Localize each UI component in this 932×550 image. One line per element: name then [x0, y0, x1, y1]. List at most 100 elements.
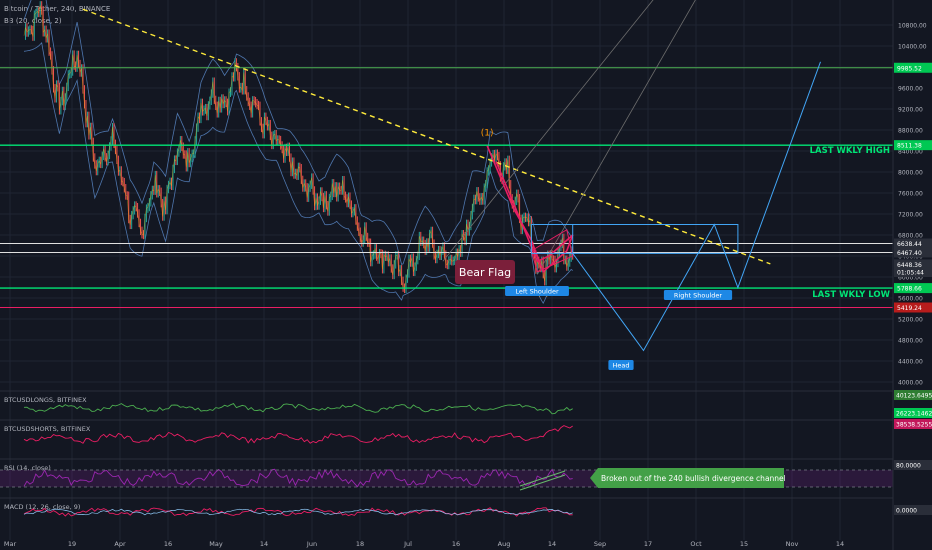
price-tick-label: 7200.00	[898, 212, 923, 219]
time-tick-label: 19	[68, 540, 76, 548]
price-tick-label: 6000.00	[898, 275, 923, 282]
time-tick-label: 15	[740, 540, 748, 548]
price-tick-label: 8400.00	[898, 149, 923, 156]
panel-badge	[894, 419, 932, 429]
shorts-line	[23, 425, 573, 444]
time-tick-label: 17	[644, 540, 652, 548]
time-tick-label: 14	[548, 540, 556, 548]
neckline-box	[530, 224, 739, 254]
panel-badge-label: 38538.5255	[896, 422, 932, 429]
panel-title: MACD (12, 26, close, 9)	[4, 503, 80, 511]
macd-signal-line	[23, 508, 573, 516]
price-badge-label: 9985.52	[897, 65, 922, 72]
time-tick-label: Jun	[306, 540, 317, 548]
price-badge	[894, 267, 932, 278]
divergence-note-box	[590, 468, 784, 488]
left-shoulder-label: Left Shoulder	[515, 288, 559, 296]
panel-badge-label: 40123.6495	[896, 393, 932, 400]
level-label: LAST WKLY HIGH	[810, 146, 890, 156]
time-tick-label: 18	[356, 540, 364, 548]
time-tick-label: Mar	[4, 540, 17, 548]
price-badge-label: 5419.24	[897, 305, 922, 312]
time-tick-label: 14	[836, 540, 844, 548]
price-badge-label: 6638.44	[897, 241, 922, 248]
price-badge-label: 01:05:44	[897, 270, 924, 277]
price-badge	[894, 247, 932, 258]
divergence-channel	[519, 470, 566, 491]
longs-line	[23, 403, 573, 415]
rsi-line	[23, 468, 573, 488]
price-tick-label: 9200.00	[898, 107, 923, 114]
panel-badge	[894, 408, 932, 418]
price-badge	[894, 302, 932, 313]
time-tick-label: Sep	[594, 540, 606, 548]
price-badge	[894, 259, 932, 270]
bear-flag-box	[455, 260, 515, 284]
grid	[0, 0, 893, 540]
panel-badge-label: 26223.1462	[896, 411, 932, 418]
time-axis: Mar 19 Apr 16 May 14 Jun 18 Jul 16 Aug 14 Sep 17 Oct 15…	[4, 540, 844, 548]
price-tick-label: 4000.00	[898, 380, 923, 387]
time-tick-label: Jul	[403, 540, 412, 548]
macd-line	[23, 507, 573, 517]
panel-title: BTCUSDLONGS, BITFINEX	[4, 396, 87, 404]
downtrend-line	[82, 8, 771, 265]
time-tick-label: Apr	[114, 540, 126, 548]
price-tick-label: 7600.00	[898, 191, 923, 198]
price-tick-label: 5200.00	[898, 317, 923, 324]
price-tick-label: 10400.00	[898, 44, 927, 51]
panel-title: RSI (14, close)	[4, 464, 51, 472]
price-badge	[894, 283, 932, 294]
symbol-title: Bitcoin / Tether, 240, BINANCE	[4, 5, 111, 13]
right-shoulder-box	[663, 290, 733, 300]
time-tick-label: 14	[260, 540, 268, 548]
bollinger-bands	[23, 0, 573, 305]
price-tick-label: 10800.00	[898, 23, 927, 30]
price-series	[23, 1, 574, 294]
price-badge	[894, 140, 932, 151]
price-badge-label: 5788.66	[897, 286, 922, 293]
panel-title: BTCUSDSHORTS, BITFINEX	[4, 425, 91, 433]
time-tick-label: May	[209, 540, 223, 548]
bear-flag-label: Bear Flag	[459, 266, 511, 279]
indicator-title: BB (20, close, 2)	[4, 17, 62, 25]
time-tick-label: Oct	[690, 540, 702, 548]
panel-badge	[894, 505, 932, 515]
wave-1-label: (1)	[481, 128, 494, 138]
divergence-note-label: Broken out of the 240 bullish divergence…	[601, 474, 786, 483]
level-label: LAST WKLY LOW	[812, 290, 890, 300]
price-badge-label: 8511.38	[897, 143, 922, 150]
horizontal-levels: LAST WKLY HIGH LAST WKLY LOW	[0, 67, 893, 308]
price-line	[23, 5, 573, 290]
panel-badge-label: 80.0000	[896, 463, 921, 470]
channel-line	[442, 0, 654, 262]
bear-flag-channel	[530, 228, 574, 273]
price-axis: 10800.0010400.0010000.009600.009200.0088…	[892, 0, 932, 550]
panel-badge	[894, 390, 932, 400]
indicator-panels: BTCUSDLONGS, BITFINEX 40123.6495 26223.146…	[0, 390, 932, 517]
time-tick-label: Nov	[786, 540, 799, 548]
head-label: Head	[613, 362, 630, 370]
price-tick-label: 6800.00	[898, 233, 923, 240]
time-tick-label: 16	[164, 540, 172, 548]
price-badge	[894, 62, 932, 73]
time-tick-label: 16	[452, 540, 460, 548]
panel-badge-label: 0.0000	[896, 508, 917, 515]
price-tick-label: 4400.00	[898, 359, 923, 366]
time-tick-label: Aug	[498, 540, 511, 548]
bollinger-lower	[23, 41, 573, 305]
bollinger-upper	[23, 0, 573, 265]
price-tick-label: 4800.00	[898, 338, 923, 345]
price-badge	[894, 238, 932, 249]
head-box	[608, 360, 634, 370]
price-badge-label: 6448.36	[897, 262, 922, 269]
left-shoulder-box	[505, 286, 569, 296]
price-tick-label: 5600.00	[898, 296, 923, 303]
panel-badge	[894, 460, 932, 470]
price-tick-label: 9600.00	[898, 86, 923, 93]
right-shoulder-label: Right Shoulder	[674, 292, 722, 300]
price-tick-label: 8800.00	[898, 128, 923, 135]
price-badge-label: 6467.40	[897, 250, 922, 257]
